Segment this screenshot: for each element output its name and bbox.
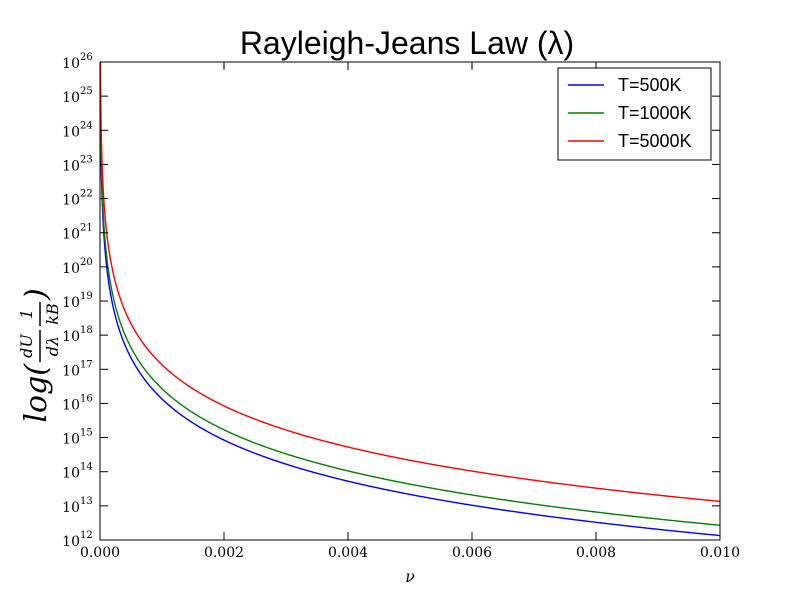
- x-tick-label: 0.002: [204, 545, 244, 561]
- y-tick-label-base: 10: [62, 124, 80, 140]
- y-tick-label-base: 10: [62, 363, 80, 379]
- x-tick-label: 0.008: [576, 545, 616, 561]
- y-label-frac1-den: dλ: [43, 336, 62, 356]
- y-tick-label-exponent: 17: [80, 359, 93, 370]
- y-tick-label-exponent: 26: [80, 52, 93, 63]
- series-line-t-1000k: [100, 62, 720, 526]
- y-label-frac2-den: kB: [43, 303, 62, 325]
- y-tick-label-exponent: 20: [80, 257, 93, 268]
- y-label-suffix: ): [19, 288, 54, 301]
- y-label-frac2-num: 1: [17, 309, 36, 319]
- y-tick-label-base: 10: [62, 193, 80, 209]
- y-label-prefix: log(: [19, 363, 54, 423]
- y-tick-label-base: 10: [62, 261, 80, 277]
- chart-title: Rayleigh-Jeans Law (λ): [240, 25, 574, 61]
- x-axis-label: ν: [405, 567, 415, 586]
- y-tick-label-base: 10: [62, 397, 80, 413]
- legend-label: T=500K: [618, 75, 682, 95]
- y-label-frac1-num: dU: [17, 334, 36, 358]
- y-tick-label-base: 10: [62, 56, 80, 72]
- y-tick-label-base: 10: [62, 295, 80, 311]
- y-tick-label-base: 10: [62, 432, 80, 448]
- series-group: [100, 62, 720, 537]
- y-tick-label-base: 10: [62, 227, 80, 243]
- x-tick-label: 0.004: [328, 545, 368, 561]
- y-tick-label-exponent: 19: [80, 291, 93, 302]
- x-tick-label: 0.006: [452, 545, 492, 561]
- y-tick-label-exponent: 12: [80, 530, 93, 541]
- x-axis-ticks: 0.000 0.002 0.004 0.006 0.008 0.010: [80, 62, 740, 561]
- legend: T=500K T=1000K T=5000K: [557, 67, 712, 161]
- x-tick-label: 0.000: [80, 545, 120, 561]
- y-tick-label-exponent: 18: [80, 325, 93, 336]
- y-tick-label-exponent: 14: [80, 462, 93, 473]
- y-tick-label-exponent: 13: [80, 496, 93, 507]
- y-tick-label-exponent: 23: [80, 154, 93, 165]
- y-tick-label-base: 10: [62, 534, 80, 550]
- series-line-t-5000k: [100, 62, 720, 503]
- legend-box: [557, 67, 712, 161]
- series-line-t-500k: [100, 62, 720, 537]
- y-tick-label-exponent: 25: [80, 86, 93, 97]
- y-tick-label-exponent: 16: [80, 393, 93, 404]
- y-tick-label-exponent: 15: [80, 428, 93, 439]
- y-tick-label-exponent: 21: [80, 223, 93, 234]
- y-axis-label: log( dU dλ 1 kB ): [17, 288, 62, 422]
- legend-label: T=5000K: [618, 131, 692, 151]
- y-tick-label-base: 10: [62, 158, 80, 174]
- y-tick-label-base: 10: [62, 500, 80, 516]
- y-tick-label-base: 10: [62, 466, 80, 482]
- y-tick-label-exponent: 24: [80, 120, 93, 131]
- y-tick-label-base: 10: [62, 329, 80, 345]
- y-tick-label-base: 10: [62, 90, 80, 106]
- legend-label: T=1000K: [618, 103, 692, 123]
- y-tick-label-exponent: 22: [80, 189, 93, 200]
- x-tick-label: 0.010: [700, 545, 740, 561]
